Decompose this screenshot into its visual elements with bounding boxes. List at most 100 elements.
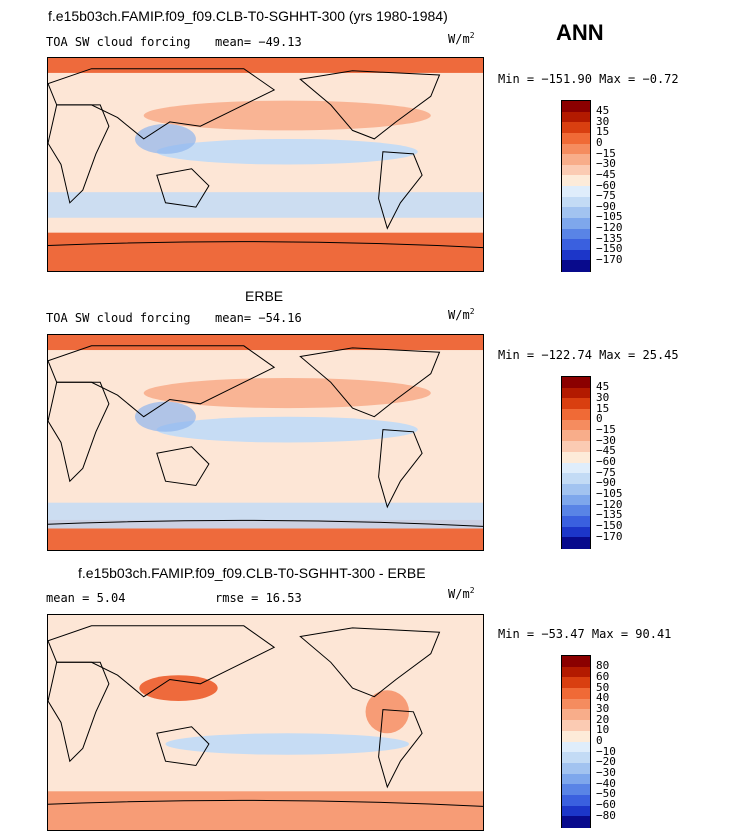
colorbar-swatch xyxy=(562,741,590,753)
colorbar-swatch xyxy=(562,196,590,208)
colorbar-label: 15 xyxy=(596,401,610,415)
colorbar-swatch xyxy=(562,441,590,453)
coastline xyxy=(378,709,423,789)
colorbar-swatch xyxy=(562,515,590,528)
panel2-colorbar xyxy=(561,376,591,549)
colorbar-label: −135 xyxy=(596,231,623,245)
itcz-band xyxy=(156,416,418,443)
panel2-map xyxy=(47,334,484,551)
colorbar-label: −90 xyxy=(596,476,616,490)
colorbar-label: 20 xyxy=(596,712,610,726)
coastline xyxy=(48,345,276,418)
colorbar-label: −30 xyxy=(596,157,616,171)
colorbar-swatch xyxy=(562,122,590,134)
antarctica-coast xyxy=(48,241,483,249)
panel3-colorbar xyxy=(561,655,591,828)
coastline xyxy=(156,726,210,767)
colorbar-swatch xyxy=(562,462,590,474)
colorbar-label: −170 xyxy=(596,529,623,543)
colorbar-swatch xyxy=(562,656,590,668)
antarctic-band xyxy=(48,232,483,271)
coastline xyxy=(48,68,276,140)
colorbar-swatch xyxy=(562,805,590,817)
colorbar-label: −120 xyxy=(596,221,623,234)
colorbar-swatch xyxy=(562,228,590,240)
colorbar-swatch xyxy=(562,473,590,485)
coastline xyxy=(48,104,110,204)
panel2-map-field xyxy=(48,335,483,550)
colorbar-label: −30 xyxy=(596,766,616,780)
coastline xyxy=(299,347,441,418)
southern-ocean-band xyxy=(48,502,483,529)
colorbar-swatch xyxy=(562,784,590,796)
colorbar-label: 0 xyxy=(596,136,603,149)
storm-track-band xyxy=(143,378,431,409)
colorbar-label: −45 xyxy=(596,167,616,181)
colorbar-swatch xyxy=(562,505,590,517)
arctic-band xyxy=(48,58,483,73)
colorbar-swatch xyxy=(562,387,590,399)
colorbar-swatch xyxy=(562,398,590,410)
arctic-band xyxy=(48,335,483,351)
warm-pool-blob xyxy=(135,124,196,154)
colorbar-label: 30 xyxy=(596,701,610,715)
colorbar-swatch xyxy=(562,132,590,144)
colorbar-label: 0 xyxy=(596,412,603,426)
colorbar-label: −135 xyxy=(596,508,623,522)
colorbar-swatch xyxy=(562,494,590,506)
panel3-rmse: rmse = 16.53 xyxy=(215,591,302,605)
colorbar-label: −45 xyxy=(596,444,616,458)
colorbar-label: −60 xyxy=(596,178,616,192)
colorbar-swatch xyxy=(562,688,590,700)
diff-hotspot xyxy=(139,675,218,701)
coastline xyxy=(299,627,441,698)
panel3-subtitle: f.e15b03ch.FAMIP.f09_f09.CLB-T0-SGHHT-30… xyxy=(78,565,426,581)
colorbar-label: 10 xyxy=(596,723,610,737)
colorbar-swatch xyxy=(562,677,590,689)
colorbar-label: 30 xyxy=(596,390,610,404)
colorbar-swatch xyxy=(562,409,590,421)
colorbar-label: −40 xyxy=(596,776,616,790)
colorbar-swatch xyxy=(562,164,590,176)
colorbar-swatch xyxy=(562,773,590,785)
colorbar-label: 50 xyxy=(596,680,610,694)
coastline xyxy=(48,625,276,698)
colorbar-swatch xyxy=(562,537,590,549)
panel3-map-field xyxy=(48,615,483,830)
colorbar-swatch xyxy=(562,816,590,828)
antarctic-band xyxy=(48,791,483,830)
diff-warm-blob xyxy=(365,690,410,734)
colorbar-label: −150 xyxy=(596,242,623,256)
colorbar-label: −170 xyxy=(596,252,623,266)
colorbar-swatch xyxy=(562,752,590,764)
colorbar-swatch xyxy=(562,186,590,198)
colorbar-swatch xyxy=(562,451,590,463)
colorbar-swatch xyxy=(562,698,590,710)
panel1-variable: TOA SW cloud forcing xyxy=(46,35,191,49)
colorbar-label: 15 xyxy=(596,125,610,139)
coastline xyxy=(378,151,423,230)
colorbar-label: 80 xyxy=(596,659,610,673)
colorbar-swatch xyxy=(562,249,590,261)
colorbar-label: 40 xyxy=(596,691,610,705)
panel2-units: W/m2 xyxy=(448,307,475,322)
colorbar-label: −15 xyxy=(596,146,616,160)
panel1-minmax: Min = −151.90 Max = −0.72 xyxy=(498,72,679,86)
colorbar-swatch xyxy=(562,217,590,229)
panel1-units: W/m2 xyxy=(448,31,475,46)
colorbar-swatch xyxy=(562,483,590,496)
colorbar-label: −105 xyxy=(596,210,623,224)
panel1-mean: mean= −49.13 xyxy=(215,35,302,49)
colorbar-swatch xyxy=(562,111,590,123)
colorbar-swatch xyxy=(562,154,590,166)
season-label: ANN xyxy=(556,20,604,45)
colorbar-label: −75 xyxy=(596,465,616,479)
colorbar-swatch xyxy=(562,419,590,431)
panel2-mean: mean= −54.16 xyxy=(215,311,302,325)
coastline xyxy=(48,381,110,483)
colorbar-label: −150 xyxy=(596,519,623,533)
panel3-mean: mean = 5.04 xyxy=(46,591,126,605)
itcz-band xyxy=(156,138,418,165)
colorbar-swatch xyxy=(562,239,590,251)
colorbar-label: −10 xyxy=(596,744,616,758)
